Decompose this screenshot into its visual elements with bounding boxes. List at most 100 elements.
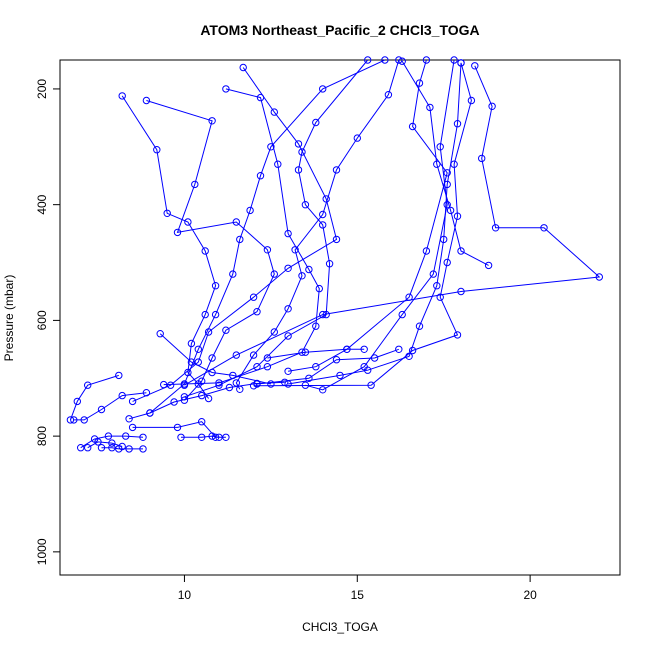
profile-line-4 bbox=[184, 65, 601, 386]
profile-line-2 bbox=[305, 59, 455, 391]
data-point bbox=[540, 224, 548, 232]
data-point bbox=[229, 371, 237, 380]
data-point bbox=[246, 206, 254, 215]
data-point bbox=[97, 405, 106, 414]
data-point bbox=[204, 394, 213, 403]
profile-line-23 bbox=[267, 348, 365, 359]
data-point bbox=[108, 439, 116, 447]
profile-line-12 bbox=[288, 62, 462, 385]
data-point bbox=[160, 380, 168, 389]
data-point bbox=[398, 310, 406, 319]
data-point bbox=[73, 397, 82, 406]
data-point bbox=[118, 442, 126, 451]
data-point bbox=[184, 368, 192, 377]
data-point bbox=[274, 160, 282, 168]
profile-line-8 bbox=[163, 88, 320, 386]
data-point bbox=[142, 96, 151, 105]
data-point bbox=[80, 416, 88, 424]
data-point bbox=[163, 209, 171, 218]
data-point bbox=[488, 102, 496, 111]
data-point bbox=[312, 118, 320, 127]
data-point bbox=[198, 433, 206, 441]
y-axis: 200 400 600 800 1000 bbox=[35, 79, 60, 565]
profile-line-14 bbox=[149, 381, 285, 414]
data-point bbox=[457, 59, 465, 67]
data-point bbox=[440, 235, 448, 244]
data-point bbox=[187, 339, 196, 348]
data-point bbox=[77, 444, 85, 452]
profile-line-1 bbox=[401, 60, 489, 266]
data-point bbox=[270, 328, 278, 336]
data-point bbox=[229, 270, 237, 278]
data-point bbox=[139, 445, 147, 453]
data-point bbox=[118, 92, 126, 100]
data-point bbox=[198, 418, 206, 426]
profile-line-7 bbox=[121, 95, 217, 399]
data-point bbox=[443, 258, 451, 267]
data-point bbox=[446, 206, 455, 215]
data-point bbox=[381, 56, 389, 64]
data-point bbox=[319, 310, 327, 319]
data-point bbox=[395, 345, 403, 353]
data-point bbox=[253, 308, 261, 316]
plot-frame bbox=[59, 59, 621, 576]
data-point bbox=[301, 381, 310, 389]
data-point bbox=[478, 154, 486, 163]
data-point bbox=[415, 322, 424, 330]
x-tick-label: 10 bbox=[178, 588, 192, 602]
data-point bbox=[270, 108, 278, 116]
y-tick-label: 1000 bbox=[35, 538, 49, 565]
data-point bbox=[139, 433, 147, 441]
data-point bbox=[595, 273, 603, 281]
data-point bbox=[239, 63, 247, 72]
data-point bbox=[453, 212, 462, 220]
profile-line-16 bbox=[73, 392, 147, 421]
data-point bbox=[198, 377, 206, 385]
data-point bbox=[294, 166, 303, 174]
data-point bbox=[173, 423, 182, 432]
data-point bbox=[180, 393, 189, 401]
data-point bbox=[284, 367, 292, 375]
profile-line-24 bbox=[256, 348, 399, 385]
x-tick-label: 15 bbox=[351, 588, 365, 602]
data-point bbox=[115, 371, 123, 380]
profile-line-20 bbox=[87, 441, 123, 449]
data-point bbox=[332, 356, 341, 364]
data-point bbox=[364, 56, 372, 64]
data-point bbox=[301, 201, 310, 209]
data-point bbox=[332, 166, 341, 174]
data-point bbox=[367, 381, 375, 389]
data-point bbox=[315, 284, 323, 293]
data-point bbox=[267, 143, 275, 151]
data-point bbox=[405, 293, 413, 301]
data-point bbox=[125, 415, 133, 423]
data-point bbox=[70, 416, 78, 424]
data-point bbox=[153, 146, 161, 154]
data-point bbox=[184, 218, 192, 226]
data-point bbox=[263, 246, 272, 254]
data-point bbox=[305, 374, 313, 382]
data-point bbox=[395, 56, 403, 64]
data-point bbox=[343, 345, 351, 353]
data-point bbox=[249, 293, 258, 301]
data-point bbox=[319, 85, 327, 93]
data-point bbox=[97, 444, 106, 452]
data-point bbox=[173, 228, 182, 237]
profile-line-17 bbox=[80, 435, 144, 449]
data-point bbox=[408, 346, 417, 355]
x-axis: 10 15 20 bbox=[178, 575, 537, 602]
y-axis-label: Pressure (mbar) bbox=[2, 275, 16, 362]
data-point bbox=[384, 91, 393, 99]
data-point bbox=[180, 396, 189, 404]
data-point bbox=[284, 332, 292, 340]
data-point bbox=[484, 261, 493, 270]
data-point bbox=[284, 229, 292, 238]
data-point bbox=[208, 117, 216, 125]
data-point bbox=[211, 282, 220, 290]
profile-line-13 bbox=[288, 59, 448, 372]
data-point bbox=[253, 363, 261, 371]
data-point bbox=[353, 134, 361, 142]
data-point bbox=[415, 79, 424, 87]
data-point bbox=[263, 354, 272, 362]
